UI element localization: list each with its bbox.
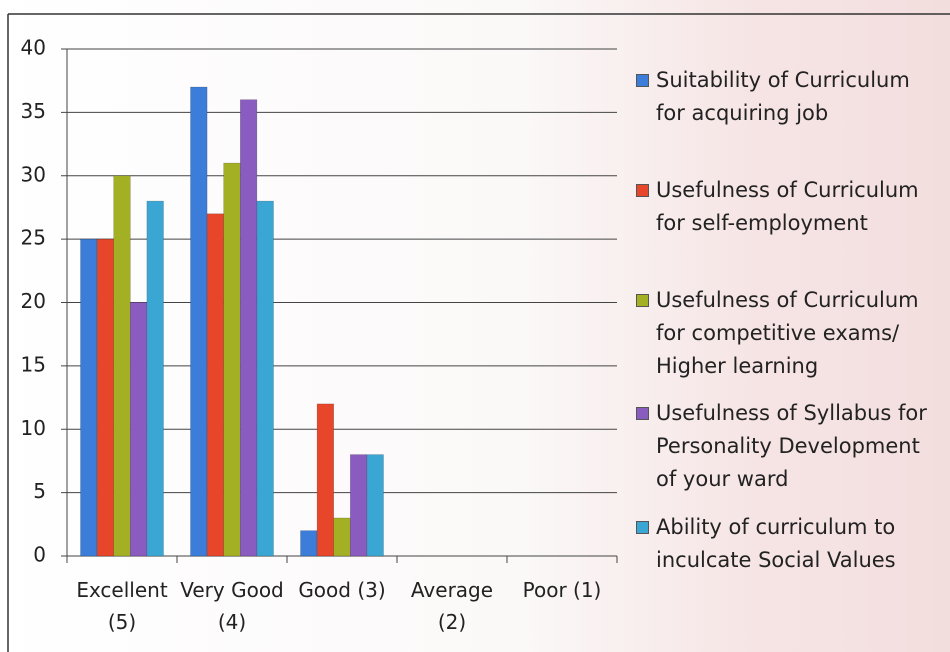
y-tick-label: 15: [21, 352, 46, 376]
bar: [130, 302, 148, 557]
legend-swatch: [636, 407, 649, 420]
bar: [366, 454, 384, 557]
x-tick-label: Average (2): [410, 578, 494, 634]
bar: [300, 530, 318, 557]
legend-item: Ability of curriculum to inculcate Socia…: [636, 511, 936, 577]
legend-label: Usefulness of Syllabus for Personality D…: [656, 401, 927, 491]
bar: [96, 238, 114, 557]
bar: [316, 403, 335, 557]
legend-item: Usefulness of Curriculum for self-employ…: [636, 174, 936, 240]
y-tick-label: 35: [21, 99, 46, 123]
y-tick-label: 30: [21, 162, 46, 186]
y-tick-label: 25: [21, 226, 46, 250]
legend-swatch: [636, 521, 649, 534]
legend-label: Usefulness of Curriculum for competitive…: [656, 288, 919, 378]
legend-swatch: [636, 184, 649, 197]
bar: [113, 175, 131, 557]
y-tick-label: 0: [33, 543, 46, 567]
x-tick-label: Poor (1): [522, 578, 602, 602]
bar: [333, 517, 351, 557]
legend-swatch: [636, 74, 649, 87]
bar: [223, 162, 241, 557]
y-tick-label: 20: [21, 289, 46, 313]
bar: [256, 200, 274, 557]
legend-swatch: [636, 294, 649, 307]
legend-label: Suitability of Curriculum for acquiring …: [656, 68, 910, 125]
legend-item: Suitability of Curriculum for acquiring …: [636, 64, 936, 130]
legend-label: Usefulness of Curriculum for self-employ…: [656, 178, 919, 235]
x-tick-label: Excellent (5): [76, 578, 168, 634]
bar: [80, 238, 98, 557]
bar: [240, 99, 258, 557]
bar: [349, 454, 368, 557]
legend-label: Ability of curriculum to inculcate Socia…: [656, 515, 896, 572]
x-tick-label: Good (3): [298, 578, 386, 602]
bar: [206, 213, 225, 557]
y-tick-label: 5: [33, 479, 46, 503]
legend-item: Usefulness of Curriculum for competitive…: [636, 284, 936, 383]
y-tick-label: 40: [21, 36, 46, 60]
y-tick-label: 10: [21, 416, 46, 440]
bar: [146, 200, 164, 557]
legend-item: Usefulness of Syllabus for Personality D…: [636, 397, 936, 496]
x-tick-label: Very Good (4): [180, 578, 284, 634]
bar: [190, 86, 208, 557]
